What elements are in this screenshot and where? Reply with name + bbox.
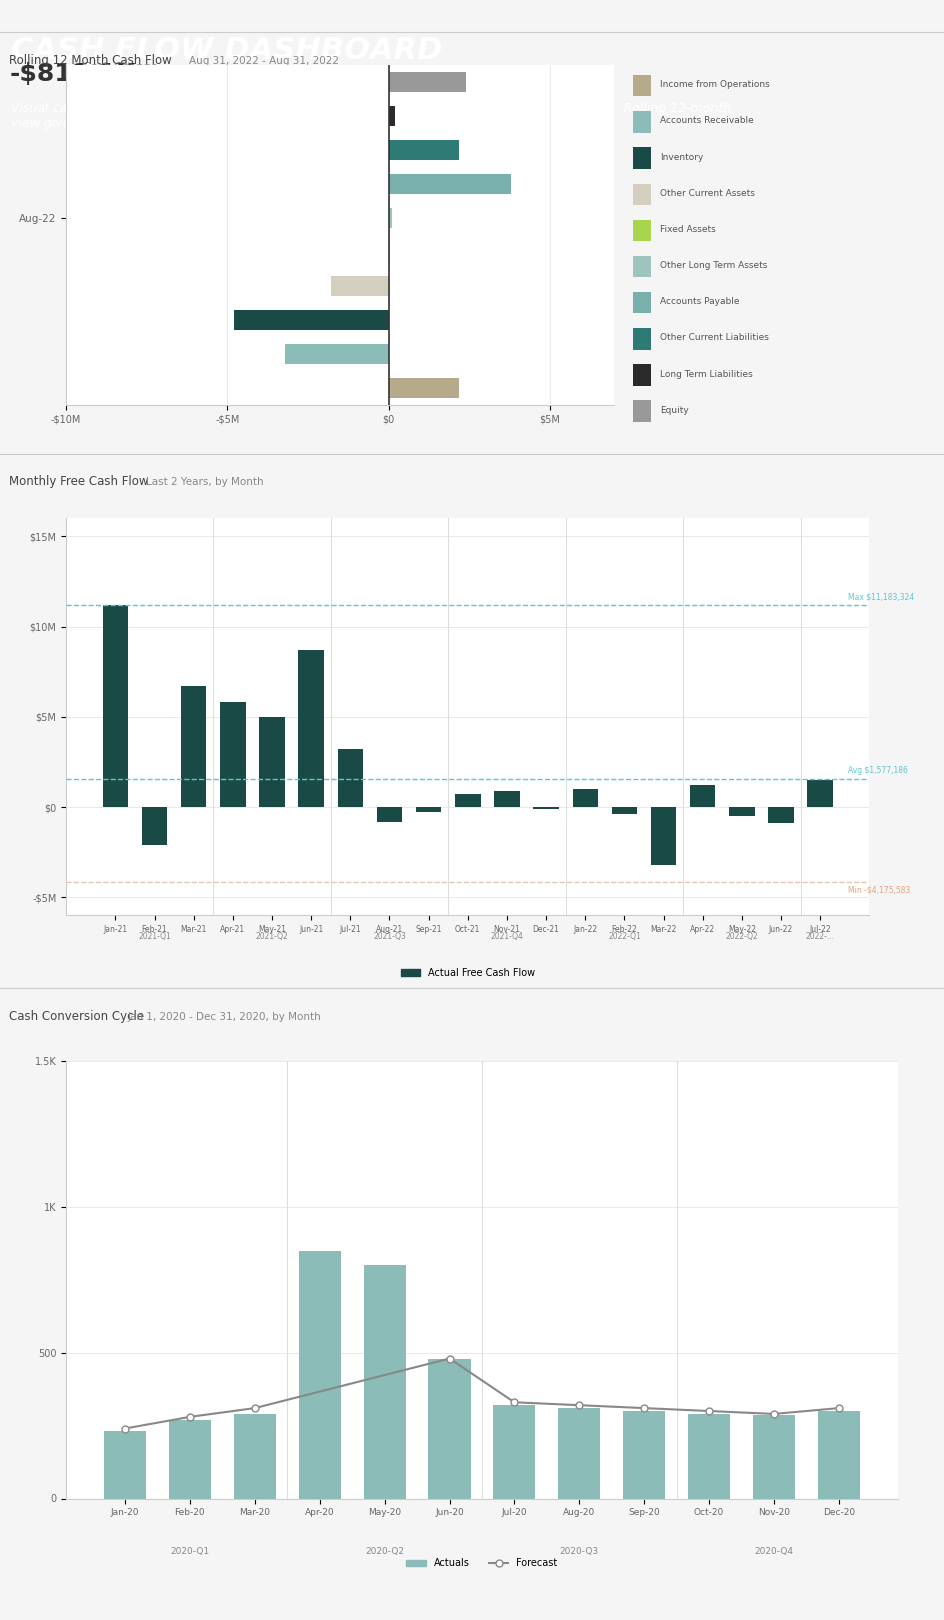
Bar bbox=[532, 807, 558, 808]
Bar bbox=[632, 292, 650, 313]
Bar bbox=[632, 75, 650, 97]
Bar bbox=[632, 183, 650, 204]
Bar bbox=[632, 220, 650, 241]
Text: Last 2 Years, by Month: Last 2 Years, by Month bbox=[146, 476, 263, 488]
Text: 2022-Q2: 2022-Q2 bbox=[725, 931, 757, 941]
Bar bbox=[767, 807, 793, 823]
Text: Other Current Liabilities: Other Current Liabilities bbox=[660, 334, 768, 342]
Bar bbox=[415, 807, 441, 813]
Bar bbox=[388, 71, 465, 92]
Bar bbox=[632, 364, 650, 386]
Text: Accounts Payable: Accounts Payable bbox=[660, 296, 739, 306]
Bar bbox=[337, 750, 362, 807]
Bar bbox=[220, 703, 245, 807]
Text: -$811.1K: -$811.1K bbox=[9, 62, 136, 86]
Text: Other Long Term Assets: Other Long Term Assets bbox=[660, 261, 767, 271]
Text: Avg $1,577,186: Avg $1,577,186 bbox=[847, 766, 906, 774]
Text: Inventory: Inventory bbox=[660, 152, 703, 162]
Bar bbox=[632, 329, 650, 350]
Bar bbox=[622, 1411, 665, 1498]
Bar bbox=[687, 1414, 730, 1498]
Bar bbox=[169, 1419, 211, 1498]
Bar bbox=[388, 105, 395, 126]
Bar bbox=[494, 791, 519, 807]
Bar bbox=[233, 1414, 276, 1498]
Bar bbox=[817, 1411, 859, 1498]
Bar bbox=[142, 807, 167, 846]
Bar bbox=[388, 241, 390, 262]
Text: 2022-Q1: 2022-Q1 bbox=[607, 931, 640, 941]
Bar bbox=[104, 1432, 146, 1498]
Text: Visual cash flow communicates quickly. Free cash flow provides keen insights to : Visual cash flow communicates quickly. F… bbox=[11, 102, 731, 130]
Bar bbox=[298, 1251, 341, 1499]
Text: 2021-Q3: 2021-Q3 bbox=[373, 931, 406, 941]
Bar bbox=[285, 343, 388, 364]
Bar bbox=[103, 606, 128, 807]
Bar bbox=[388, 139, 459, 160]
Bar bbox=[572, 789, 598, 807]
Bar bbox=[428, 1359, 470, 1498]
Bar bbox=[330, 275, 388, 296]
Text: 2020-Q3: 2020-Q3 bbox=[559, 1547, 598, 1555]
Bar bbox=[377, 807, 402, 823]
Bar bbox=[388, 377, 459, 399]
Text: Cash Change: Cash Change bbox=[80, 62, 158, 71]
Bar bbox=[181, 687, 206, 807]
Text: 2020-Q2: 2020-Q2 bbox=[364, 1547, 404, 1555]
Legend: Actual Free Cash Flow: Actual Free Cash Flow bbox=[396, 964, 538, 982]
Text: 2021-Q4: 2021-Q4 bbox=[490, 931, 523, 941]
Text: 2021-Q2: 2021-Q2 bbox=[256, 931, 288, 941]
Text: Cash Conversion Cycle: Cash Conversion Cycle bbox=[9, 1009, 144, 1024]
Text: Fixed Assets: Fixed Assets bbox=[660, 225, 716, 233]
Bar bbox=[689, 786, 715, 807]
Text: Monthly Free Cash Flow: Monthly Free Cash Flow bbox=[9, 475, 149, 489]
Bar bbox=[650, 807, 676, 865]
Bar bbox=[752, 1416, 794, 1499]
Text: 2021-Q1: 2021-Q1 bbox=[138, 931, 171, 941]
Bar bbox=[632, 147, 650, 168]
Text: Other Current Assets: Other Current Assets bbox=[660, 190, 754, 198]
Text: Long Term Liabilities: Long Term Liabilities bbox=[660, 369, 752, 379]
Bar bbox=[388, 173, 511, 194]
Bar bbox=[632, 112, 650, 133]
Bar bbox=[632, 400, 650, 421]
Bar bbox=[259, 716, 284, 807]
Bar bbox=[455, 794, 480, 807]
Text: Rolling 12 Month Cash Flow: Rolling 12 Month Cash Flow bbox=[9, 53, 172, 68]
Bar bbox=[729, 807, 753, 816]
Bar bbox=[611, 807, 636, 815]
Legend: Actuals, Forecast: Actuals, Forecast bbox=[402, 1555, 561, 1573]
Bar bbox=[558, 1408, 599, 1498]
Text: 2020-Q4: 2020-Q4 bbox=[753, 1547, 793, 1555]
Text: Equity: Equity bbox=[660, 405, 688, 415]
Bar bbox=[493, 1405, 535, 1498]
Text: 2022-...: 2022-... bbox=[805, 931, 834, 941]
Text: Income from Operations: Income from Operations bbox=[660, 81, 769, 89]
Text: Accounts Receivable: Accounts Receivable bbox=[660, 117, 753, 125]
Bar bbox=[388, 207, 392, 228]
Text: Aug 31, 2022 - Aug 31, 2022: Aug 31, 2022 - Aug 31, 2022 bbox=[189, 55, 339, 66]
Text: Max $11,183,324: Max $11,183,324 bbox=[847, 593, 913, 601]
Bar bbox=[298, 650, 324, 807]
Bar bbox=[233, 309, 388, 330]
Bar bbox=[632, 256, 650, 277]
Text: Min -$4,175,583: Min -$4,175,583 bbox=[847, 886, 909, 894]
Text: 2020-Q1: 2020-Q1 bbox=[170, 1547, 210, 1555]
Bar bbox=[363, 1265, 405, 1498]
Text: CASH FLOW DASHBOARD: CASH FLOW DASHBOARD bbox=[11, 36, 443, 65]
Text: Jan 1, 2020 - Dec 31, 2020, by Month: Jan 1, 2020 - Dec 31, 2020, by Month bbox=[127, 1011, 321, 1022]
Bar bbox=[806, 779, 832, 807]
